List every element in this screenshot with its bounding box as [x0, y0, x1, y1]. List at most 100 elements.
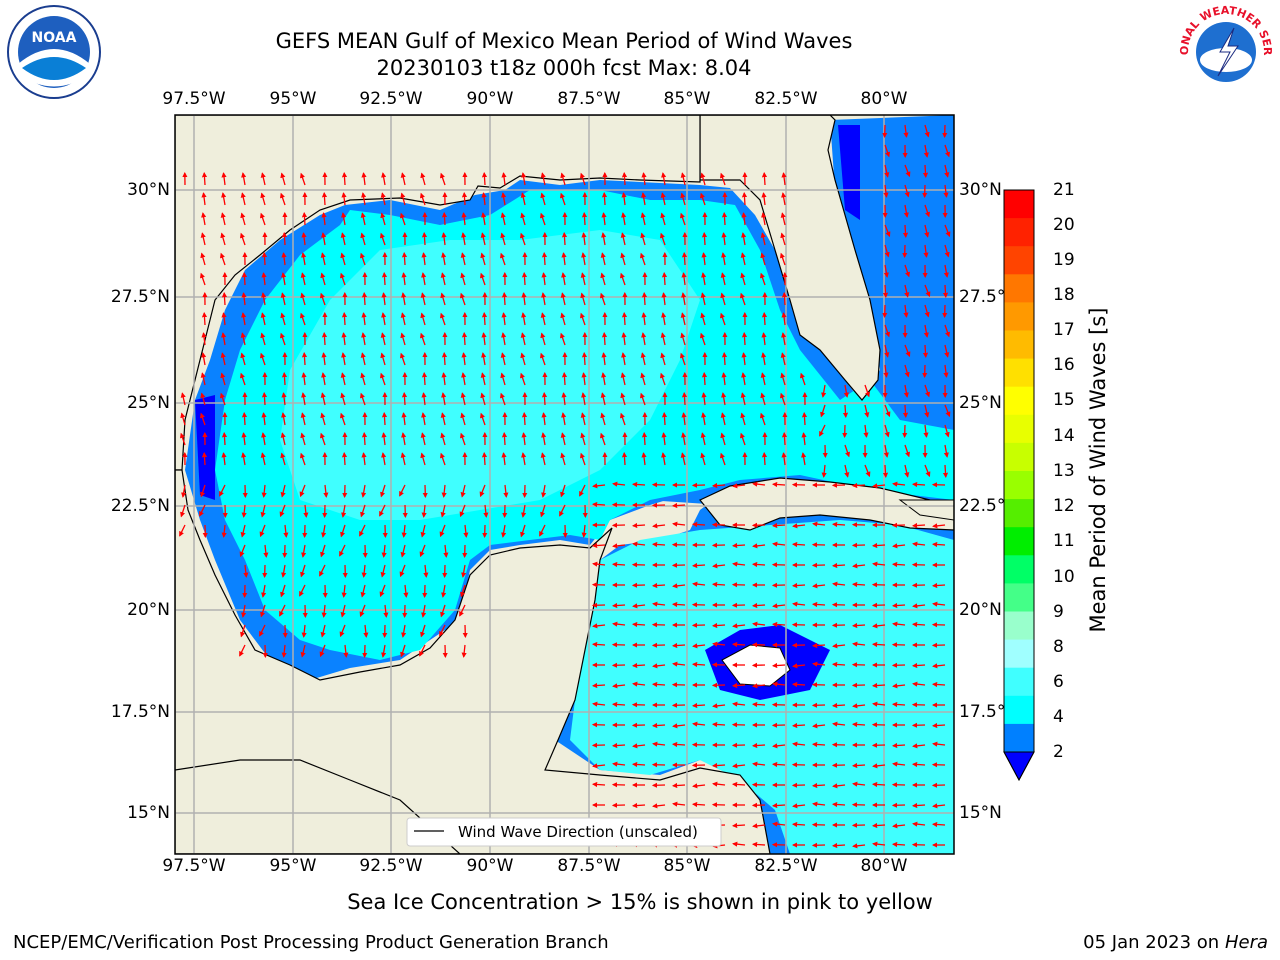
wind-wave-arrow	[200, 392, 206, 406]
wind-wave-arrow	[340, 232, 346, 246]
wind-wave-arrow	[781, 452, 787, 466]
wind-wave-arrow	[821, 464, 827, 478]
wind-wave-arrow	[680, 172, 686, 186]
wind-wave-arrow	[541, 391, 548, 406]
wind-wave-arrow	[621, 212, 627, 226]
wind-wave-arrow	[579, 452, 586, 466]
wind-wave-arrow	[581, 252, 587, 266]
colorbar-segment	[1004, 386, 1034, 416]
wind-wave-arrow	[923, 424, 929, 438]
wind-wave-arrow	[521, 312, 527, 326]
wind-wave-arrow	[419, 192, 426, 206]
wind-wave-arrow	[321, 604, 327, 618]
wind-wave-arrow	[621, 332, 627, 346]
wind-wave-arrow	[440, 604, 446, 618]
lat-label: 17.5°N	[959, 702, 1019, 722]
wind-wave-arrow	[751, 742, 766, 749]
wind-wave-arrow	[280, 452, 286, 466]
wind-wave-arrow	[904, 364, 910, 378]
wind-wave-arrow	[540, 504, 546, 518]
wind-wave-arrow	[461, 212, 467, 226]
wind-wave-arrow	[240, 524, 246, 538]
wind-wave-arrow	[831, 801, 846, 808]
wind-wave-arrow	[811, 741, 826, 748]
colorbar-segment	[1004, 190, 1034, 219]
wind-wave-arrow	[381, 411, 388, 426]
wind-wave-arrow	[220, 372, 226, 386]
wind-wave-arrow	[660, 212, 666, 226]
wind-wave-arrow	[812, 661, 826, 667]
wind-wave-arrow	[379, 232, 386, 246]
wind-wave-arrow	[852, 563, 866, 569]
wind-wave-arrow	[721, 392, 727, 406]
wind-wave-arrow	[461, 232, 467, 246]
wind-wave-arrow	[652, 741, 666, 747]
wind-wave-arrow	[419, 332, 426, 346]
wind-wave-arrow	[479, 412, 486, 426]
wind-wave-arrow	[260, 504, 266, 518]
wind-wave-arrow	[581, 524, 587, 538]
wind-wave-arrow	[780, 352, 786, 366]
wind-wave-arrow	[541, 292, 547, 306]
wind-wave-arrow	[520, 192, 526, 206]
wind-wave-arrow	[931, 722, 946, 729]
wind-wave-arrow	[892, 823, 906, 829]
wind-wave-arrow	[283, 524, 289, 538]
wind-wave-arrow	[399, 564, 406, 578]
wind-wave-arrow	[631, 481, 646, 488]
wind-wave-arrow	[420, 524, 426, 538]
wind-wave-arrow	[360, 372, 366, 386]
wind-wave-arrow	[561, 412, 567, 426]
wind-wave-arrow	[499, 392, 506, 406]
wind-wave-arrow	[479, 484, 486, 498]
wind-wave-arrow	[871, 641, 886, 648]
wind-wave-arrow	[360, 352, 366, 366]
wind-wave-arrow	[463, 524, 469, 538]
wind-wave-arrow	[541, 412, 547, 426]
wind-wave-arrow	[520, 212, 526, 226]
colorbar-extend	[1003, 751, 1035, 782]
wind-wave-arrow	[640, 212, 646, 226]
wind-wave-arrow	[751, 602, 766, 609]
wind-wave-arrow	[359, 524, 366, 537]
wind-wave-arrow	[651, 681, 666, 688]
wind-wave-arrow	[239, 232, 246, 246]
wind-wave-arrow	[911, 802, 926, 809]
wind-wave-arrow	[380, 352, 386, 366]
wind-wave-arrow	[652, 803, 666, 809]
wind-wave-arrow	[201, 332, 207, 346]
colorbar-segment	[1004, 358, 1034, 388]
wind-wave-arrow	[621, 451, 628, 466]
wind-wave-arrow	[700, 292, 706, 306]
wind-wave-arrow	[761, 212, 767, 226]
wind-wave-arrow	[811, 642, 826, 649]
wind-wave-arrow	[521, 504, 527, 518]
wind-wave-arrow	[672, 801, 686, 807]
wind-wave-arrow	[539, 524, 546, 537]
wind-wave-arrow	[903, 124, 909, 138]
wind-wave-arrow	[652, 663, 666, 669]
wind-wave-arrow	[403, 584, 409, 598]
wind-wave-arrow	[892, 543, 906, 549]
wind-wave-arrow	[671, 741, 686, 748]
wind-wave-arrow	[460, 412, 466, 426]
wind-wave-arrow	[420, 172, 426, 186]
colorbar-tick: 14	[1053, 426, 1075, 446]
wind-wave-arrow	[320, 252, 326, 266]
nws-logo: NATIONAL WEATHER SERVICE	[1171, 0, 1276, 102]
wind-wave-arrow	[400, 452, 406, 466]
wind-wave-arrow	[401, 624, 407, 638]
wind-wave-arrow	[580, 432, 586, 446]
lat-label: 27.5°N	[110, 287, 170, 307]
wind-wave-arrow	[341, 212, 347, 226]
wind-wave-arrow	[721, 351, 728, 366]
wind-wave-arrow	[320, 624, 326, 638]
wind-wave-arrow	[651, 582, 666, 589]
wind-wave-arrow	[652, 601, 666, 607]
wind-wave-arrow	[660, 352, 666, 366]
wind-wave-arrow	[851, 762, 866, 769]
wind-wave-arrow	[541, 272, 547, 286]
wind-wave-arrow	[699, 192, 706, 206]
wind-wave-arrow	[884, 424, 890, 438]
wind-wave-arrow	[500, 372, 506, 386]
